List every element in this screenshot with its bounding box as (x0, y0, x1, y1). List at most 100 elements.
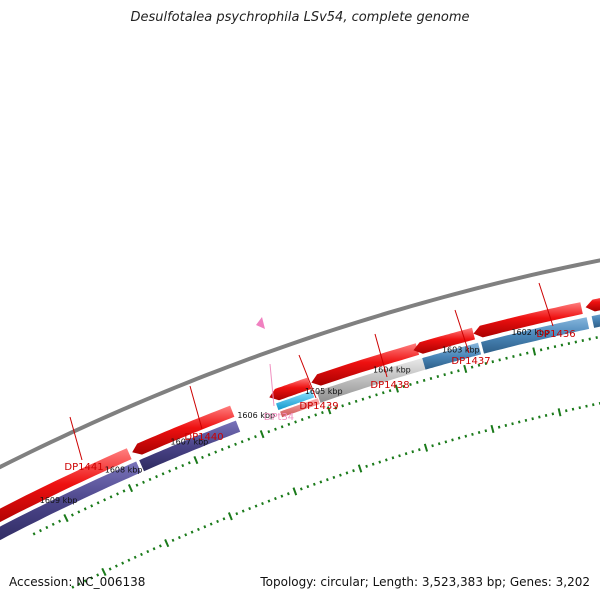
scale-minor-tick (45, 525, 49, 530)
scale-minor-tick (240, 440, 244, 444)
scale-minor-tick (348, 402, 351, 406)
gene-arrow (311, 343, 420, 386)
inner-minor-tick (197, 527, 200, 532)
inner-minor-tick (71, 585, 75, 589)
scale-minor-tick (83, 507, 87, 511)
gene-arrow (585, 298, 600, 312)
scale-minor-tick (588, 337, 591, 341)
scale-minor-tick (415, 380, 419, 384)
scale-minor-tick (388, 389, 392, 393)
scale-major-tick (127, 484, 134, 493)
cds-band (316, 358, 426, 403)
cds-band (422, 342, 482, 370)
scale-minor-tick (32, 532, 36, 536)
cds-band (591, 314, 600, 328)
inner-minor-tick (418, 448, 421, 452)
scale-minor-tick (512, 354, 515, 358)
scale-minor-tick (484, 361, 488, 365)
accession-text: Accession: NC_006138 (9, 575, 146, 589)
inner-minor-tick (90, 576, 93, 580)
inner-minor-tick (398, 454, 401, 458)
inner-major-tick (227, 512, 233, 521)
inner-minor-tick (319, 480, 323, 484)
inner-minor-tick (241, 509, 245, 513)
inner-minor-tick (152, 547, 156, 551)
cds-band (481, 317, 590, 354)
scale-minor-tick (505, 356, 508, 360)
inner-minor-tick (140, 552, 143, 557)
inner-minor-tick (551, 412, 555, 416)
scale-tick-label: 1606 kbp (237, 411, 275, 420)
gene-arrow (269, 377, 312, 401)
inner-minor-tick (203, 525, 207, 529)
scale-minor-tick (77, 510, 81, 514)
scale-minor-tick (142, 480, 145, 484)
scale-minor-tick (457, 369, 460, 373)
scale-minor-tick (402, 384, 406, 389)
scale-major-tick (326, 406, 332, 415)
inner-minor-tick (437, 442, 441, 446)
scale-minor-tick (122, 489, 126, 493)
scale-minor-tick (470, 365, 474, 369)
inner-minor-tick (332, 475, 336, 479)
inner-minor-tick (261, 501, 264, 506)
inner-minor-tick (538, 415, 541, 419)
scale-minor-tick (546, 346, 550, 350)
inner-major-tick (557, 408, 562, 417)
inner-minor-tick (114, 564, 118, 568)
scale-minor-tick (321, 411, 324, 415)
inner-minor-tick (565, 409, 568, 413)
inner-minor-tick (384, 458, 388, 462)
inner-minor-tick (497, 425, 501, 429)
scale-tick-label: 1602 kbp (511, 328, 549, 337)
gene-leader-line (269, 363, 275, 407)
scale-minor-tick (553, 345, 557, 349)
inner-minor-tick (171, 538, 175, 542)
scale-minor-tick (227, 445, 231, 449)
inner-minor-tick (248, 506, 252, 511)
scale-minor-tick (381, 391, 385, 395)
scale-minor-tick (314, 413, 318, 417)
scale-minor-tick (287, 422, 291, 426)
scale-minor-tick (300, 418, 304, 422)
gene-leader-line (189, 385, 203, 430)
inner-minor-tick (571, 407, 575, 411)
scale-major-tick (193, 456, 199, 465)
inner-minor-tick (77, 582, 81, 586)
scale-minor-tick (247, 437, 251, 441)
inner-minor-tick (471, 432, 474, 436)
inner-minor-tick (133, 555, 137, 559)
pseudo-marker (256, 317, 265, 329)
scale-minor-tick (498, 358, 501, 362)
scale-tick-label: 1603 kbp (442, 346, 480, 355)
topology-summary: Topology: circular; Length: 3,523,383 bp… (260, 575, 590, 589)
inner-major-tick (164, 539, 170, 548)
inner-minor-tick (312, 482, 316, 486)
scale-minor-tick (307, 415, 311, 419)
inner-minor-tick (96, 573, 100, 577)
gene-label: DPt34 (264, 412, 294, 423)
scale-tick-label: 1608 kbp (105, 466, 143, 475)
inner-minor-tick (592, 403, 595, 407)
scale-minor-tick (155, 475, 158, 479)
inner-minor-tick (280, 494, 284, 498)
inner-major-tick (292, 487, 298, 496)
scale-minor-tick (519, 353, 522, 357)
scale-tick-label: 1605 kbp (305, 387, 343, 396)
gene-leader-line (69, 416, 83, 461)
gene-leader-line (538, 282, 554, 327)
scale-minor-tick (267, 430, 271, 434)
inner-minor-tick (517, 420, 521, 424)
scale-minor-tick (491, 360, 495, 364)
inner-minor-tick (108, 567, 112, 571)
inner-minor-tick (365, 464, 368, 468)
inner-minor-tick (352, 469, 355, 473)
scale-minor-tick (422, 378, 426, 382)
inner-minor-tick (404, 452, 408, 456)
gene-arrow (132, 405, 235, 455)
scale-minor-tick (443, 373, 446, 377)
inner-minor-tick (83, 579, 87, 583)
scale-tick-label: 1609 kbp (40, 496, 78, 505)
rrna-feature (280, 398, 320, 418)
